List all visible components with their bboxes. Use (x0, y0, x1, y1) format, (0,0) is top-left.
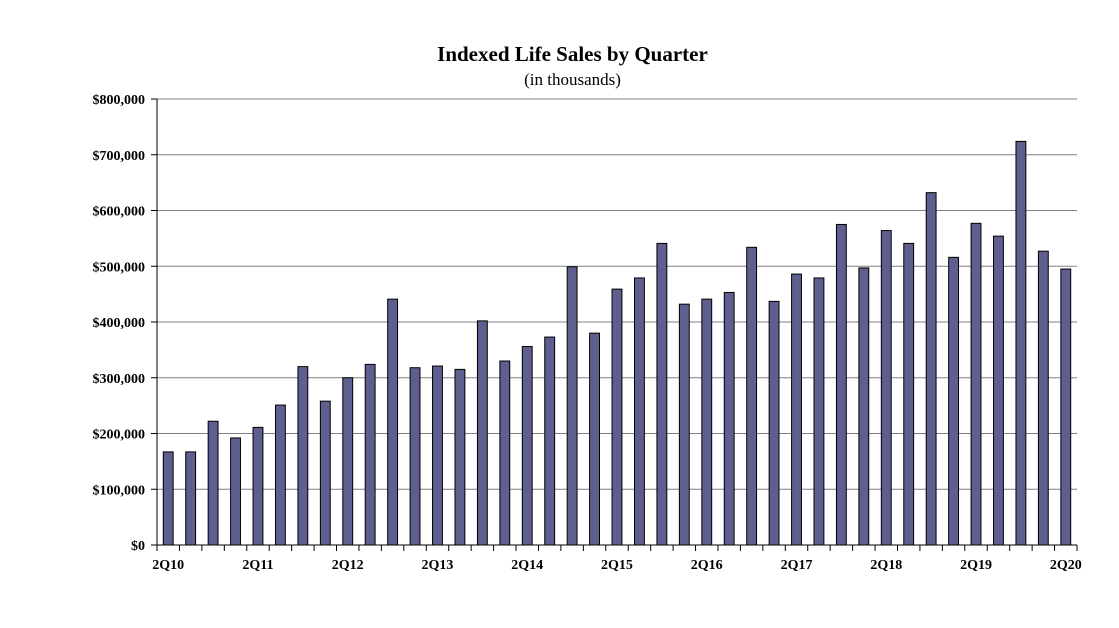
bar (185, 451, 197, 546)
bar (521, 346, 533, 546)
y-tick-label: $200,000 (93, 428, 146, 443)
bar (544, 336, 556, 546)
bar (454, 368, 466, 546)
bar (634, 277, 645, 546)
x-tick-label: 2Q12 (332, 558, 364, 573)
bar (858, 267, 870, 546)
bar (230, 437, 241, 546)
bar (880, 230, 892, 546)
bar (791, 273, 802, 546)
x-tick-label: 2Q16 (691, 558, 723, 573)
bar (768, 300, 780, 546)
bar (207, 420, 219, 546)
x-tick-label: 2Q18 (870, 558, 902, 573)
y-tick-label: $600,000 (93, 205, 146, 220)
x-tick-label: 2Q15 (601, 558, 633, 573)
x-tick-label: 2Q20 (1050, 558, 1082, 573)
x-axis-ticks: 2Q10 2Q11 2Q12 2Q13 2Q14 2Q15 2Q16 2Q17 2Q18 2Q19… (152, 545, 1082, 573)
bar (297, 366, 309, 546)
x-tick-label: 2Q13 (422, 558, 454, 573)
chart-title: Indexed Life Sales by Quarter (437, 42, 708, 66)
bar (970, 222, 982, 546)
bar (252, 426, 264, 546)
bar (1015, 140, 1027, 546)
bar (611, 288, 623, 546)
bar (274, 404, 286, 546)
bar (948, 256, 960, 546)
x-tick-label: 2Q14 (511, 558, 543, 573)
bar (387, 298, 399, 546)
y-tick-label: $400,000 (93, 316, 146, 331)
x-tick-label: 2Q11 (242, 558, 273, 573)
bar (589, 332, 600, 546)
bar (409, 367, 421, 546)
bar (993, 235, 1004, 546)
x-tick-label: 2Q17 (781, 558, 813, 573)
bar (364, 363, 376, 546)
bar (1060, 268, 1072, 546)
bar (678, 303, 690, 546)
x-tick-label: 2Q19 (960, 558, 992, 573)
chart-subtitle: (in thousands) (524, 70, 621, 89)
bar (746, 246, 758, 546)
bar (835, 223, 847, 546)
y-axis-ticks: $0 $100,000 $200,000 $300,000 $400,000 $500,0… (93, 93, 157, 554)
bar (342, 377, 354, 546)
bar (319, 400, 331, 546)
bar (1037, 250, 1049, 546)
bar (476, 320, 488, 546)
bar (432, 365, 443, 546)
y-tick-label: $100,000 (93, 483, 146, 498)
bar (499, 360, 511, 546)
x-tick-label: 2Q10 (152, 558, 184, 573)
bar (903, 242, 915, 546)
y-tick-label: $700,000 (93, 149, 146, 164)
bars (162, 140, 1072, 546)
bar (162, 451, 174, 546)
bar (925, 192, 937, 546)
y-tick-label: $0 (131, 539, 145, 554)
y-tick-label: $300,000 (93, 372, 146, 387)
y-tick-label: $500,000 (93, 260, 146, 275)
bar (813, 277, 825, 546)
bar (656, 242, 668, 546)
bar (723, 291, 735, 546)
bar (566, 266, 578, 546)
bar (701, 298, 713, 546)
y-tick-label: $800,000 (93, 93, 146, 108)
